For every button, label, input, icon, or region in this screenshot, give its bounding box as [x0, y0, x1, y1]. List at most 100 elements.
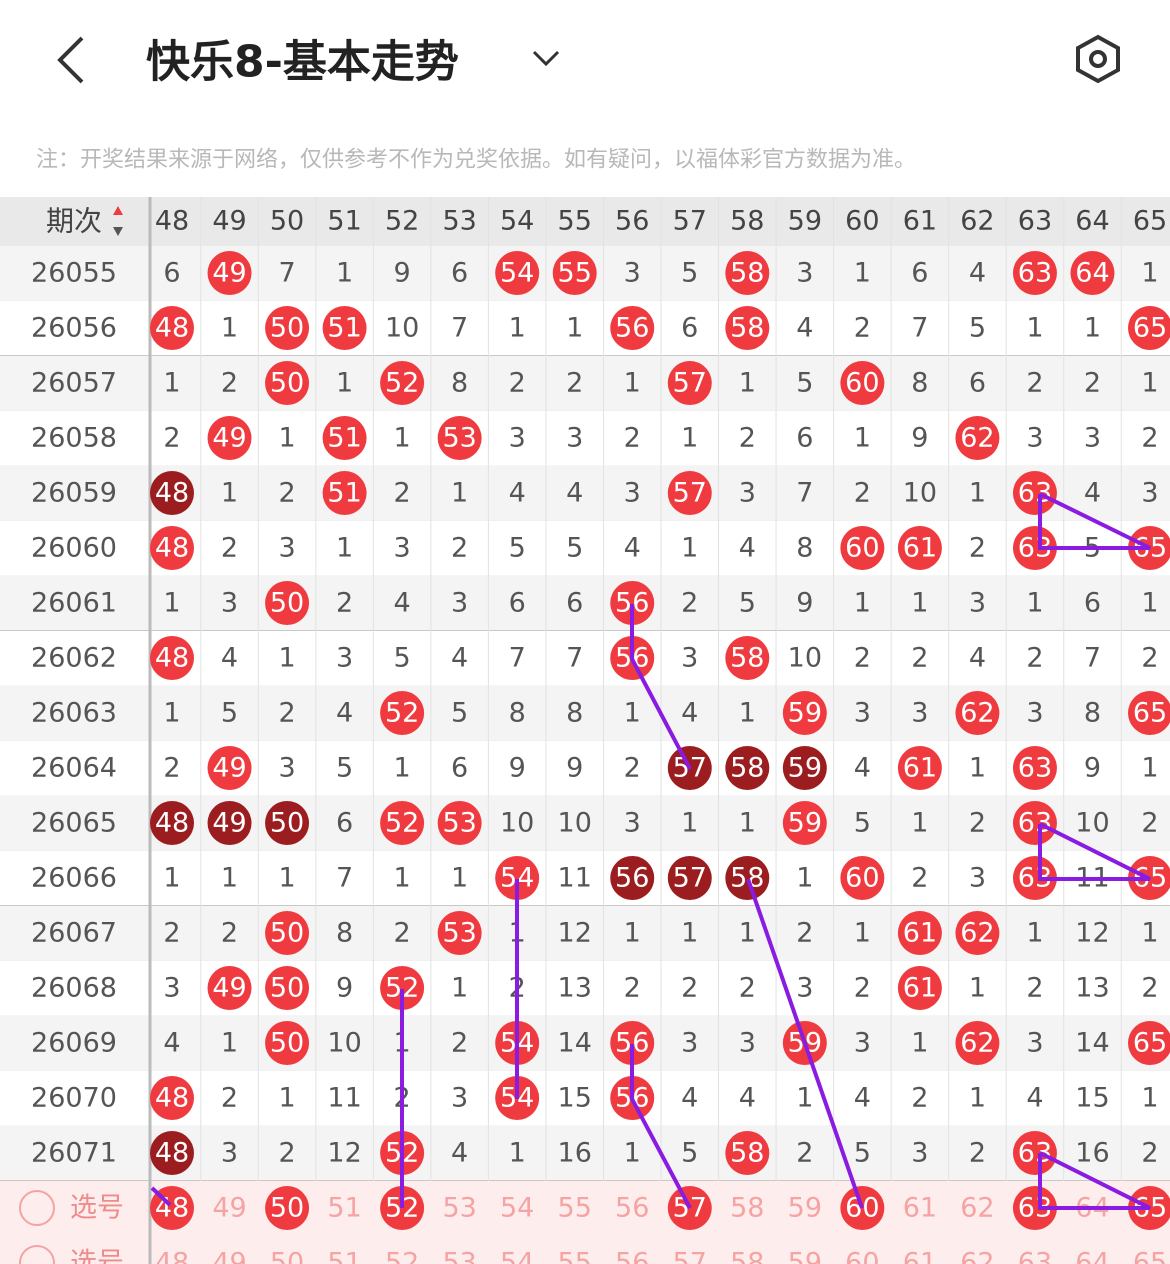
select-number[interactable]: 54: [500, 1193, 534, 1224]
select-number[interactable]: 55: [558, 1248, 592, 1264]
settings-icon-center[interactable]: [1089, 50, 1107, 68]
number-ball: [150, 636, 194, 680]
select-number[interactable]: 59: [788, 1248, 822, 1264]
miss-count: 4: [1026, 1083, 1043, 1114]
miss-count: 2: [278, 698, 295, 729]
miss-count: 3: [1026, 698, 1043, 729]
row-background: [0, 356, 1170, 411]
miss-count: 5: [854, 808, 871, 839]
number-ball: [897, 526, 942, 570]
selected-ball[interactable]: [1012, 1186, 1057, 1230]
selected-ball[interactable]: [840, 1186, 885, 1230]
column-header: 58: [730, 206, 764, 237]
select-number[interactable]: 48: [155, 1248, 189, 1264]
select-number[interactable]: 61: [903, 1193, 937, 1224]
select-number[interactable]: 50: [270, 1248, 304, 1264]
miss-count: 2: [739, 973, 756, 1004]
trend-line: [1038, 492, 1151, 550]
select-number[interactable]: 58: [730, 1248, 764, 1264]
select-number[interactable]: 51: [327, 1248, 361, 1264]
miss-count: 3: [1084, 423, 1101, 454]
column-header: 62: [960, 206, 994, 237]
select-number[interactable]: 49: [212, 1248, 246, 1264]
dropdown-button[interactable]: [532, 50, 560, 67]
drawn-number: 52: [385, 808, 419, 839]
select-number[interactable]: 51: [327, 1193, 361, 1224]
select-radio[interactable]: [19, 1245, 55, 1264]
number-ball: [380, 966, 425, 1010]
miss-count: 3: [336, 643, 353, 674]
selected-ball[interactable]: [265, 1186, 310, 1230]
select-radio[interactable]: [19, 1190, 55, 1226]
select-number[interactable]: 58: [730, 1193, 764, 1224]
miss-count: 2: [969, 533, 986, 564]
miss-count: 4: [451, 643, 468, 674]
miss-count: 3: [796, 973, 813, 1004]
number-ball: [265, 801, 310, 845]
miss-count: 9: [1084, 753, 1101, 784]
miss-count: 2: [451, 1028, 468, 1059]
number-ball: [725, 1131, 770, 1175]
number-ball: [265, 306, 310, 350]
select-number[interactable]: 52: [385, 1248, 419, 1264]
miss-count: 6: [451, 753, 468, 784]
miss-count: 8: [451, 368, 468, 399]
select-number[interactable]: 60: [845, 1193, 879, 1224]
miss-count: 2: [221, 533, 238, 564]
miss-count: 2: [1141, 808, 1158, 839]
drawn-number: 56: [615, 313, 649, 344]
sort-arrow-down[interactable]: [113, 227, 123, 236]
select-number[interactable]: 54: [500, 1248, 534, 1264]
miss-count: 3: [624, 478, 641, 509]
number-ball: [495, 251, 540, 295]
miss-count: 10: [558, 808, 592, 839]
miss-count: 1: [739, 808, 756, 839]
miss-count: 1: [854, 423, 871, 454]
miss-count: 2: [911, 1083, 928, 1114]
miss-count: 2: [854, 478, 871, 509]
miss-count: 4: [624, 533, 641, 564]
select-number[interactable]: 62: [960, 1248, 994, 1264]
miss-count: 3: [911, 698, 928, 729]
settings-button[interactable]: [1076, 34, 1120, 84]
select-number[interactable]: 49: [212, 1193, 246, 1224]
back-button[interactable]: [57, 36, 84, 84]
select-number[interactable]: 56: [615, 1193, 649, 1224]
drawn-number: 48: [155, 808, 189, 839]
number-ball: [265, 361, 310, 405]
miss-count: 1: [221, 478, 238, 509]
settings-icon[interactable]: [1076, 34, 1120, 84]
select-number[interactable]: 64: [1075, 1248, 1109, 1264]
select-number[interactable]: 55: [558, 1193, 592, 1224]
miss-count: 1: [509, 313, 526, 344]
select-number[interactable]: 63: [1018, 1248, 1052, 1264]
select-number[interactable]: 57: [673, 1248, 707, 1264]
column-header: 64: [1075, 206, 1109, 237]
number-ball: [897, 746, 942, 790]
select-number[interactable]: 65: [1133, 1248, 1167, 1264]
miss-count: 2: [1026, 643, 1043, 674]
select-number[interactable]: 53: [442, 1193, 476, 1224]
select-number[interactable]: 60: [845, 1248, 879, 1264]
select-number[interactable]: 61: [903, 1248, 937, 1264]
select-number[interactable]: 56: [615, 1248, 649, 1264]
miss-count: 1: [681, 423, 698, 454]
select-number[interactable]: 50: [270, 1193, 304, 1224]
column-header: 48: [155, 206, 189, 237]
select-number[interactable]: 53: [442, 1248, 476, 1264]
drawn-number: 53: [442, 808, 476, 839]
drawn-number: 56: [615, 863, 649, 894]
miss-count: 2: [509, 368, 526, 399]
select-label: 选号: [70, 1248, 124, 1264]
miss-count: 3: [854, 698, 871, 729]
miss-count: 9: [911, 423, 928, 454]
sort-arrow-up[interactable]: [113, 206, 123, 215]
number-ball: [782, 691, 827, 735]
select-number[interactable]: 59: [788, 1193, 822, 1224]
select-number[interactable]: 62: [960, 1193, 994, 1224]
drawn-number: 62: [960, 698, 994, 729]
miss-count: 1: [969, 478, 986, 509]
number-ball: [955, 911, 1000, 955]
drawn-number: 51: [327, 478, 361, 509]
